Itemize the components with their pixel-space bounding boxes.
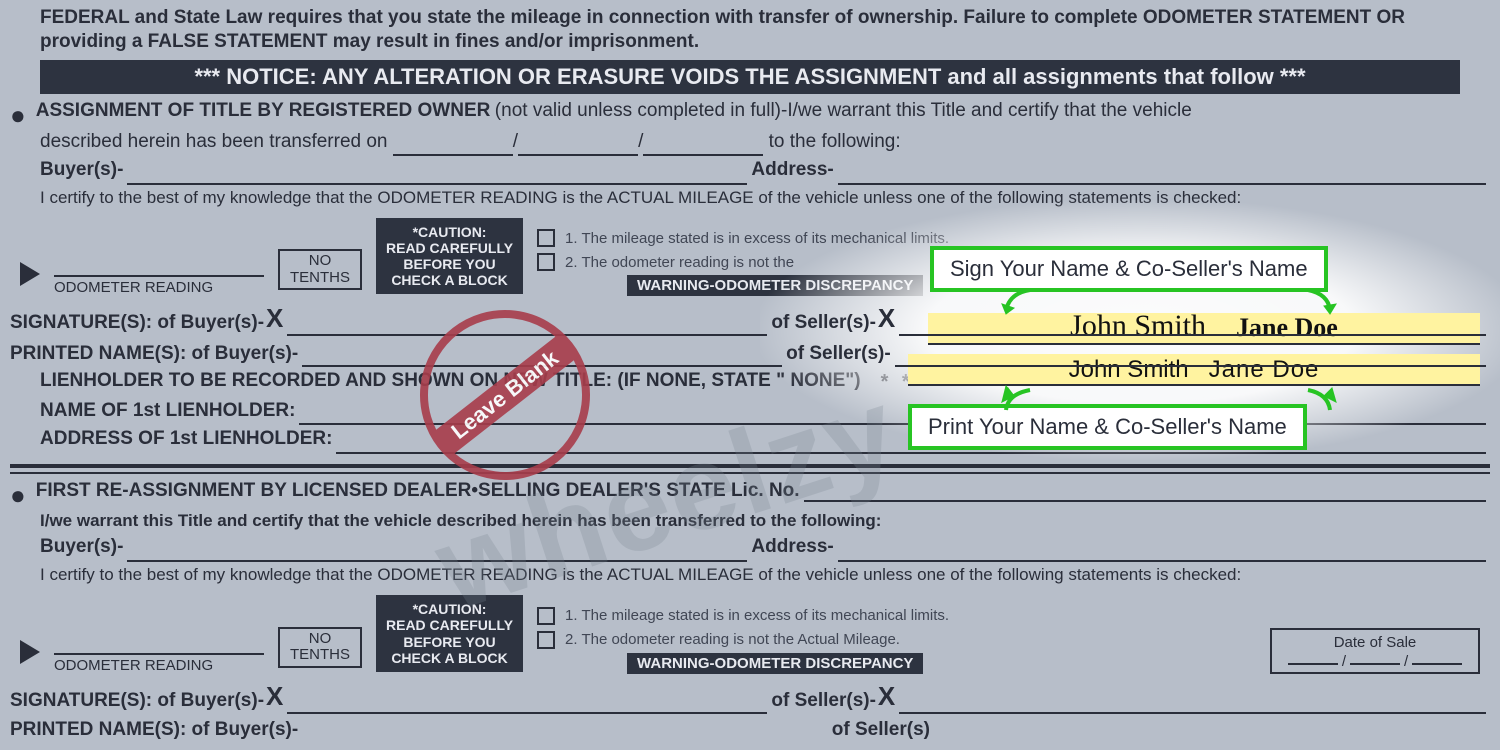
triangle-icon — [20, 640, 40, 664]
buyers-label-2: Buyer(s)- — [40, 533, 123, 562]
divider-thin — [10, 472, 1490, 474]
x-mark: X — [266, 302, 283, 336]
transfer-date-row: described herein has been transferred on… — [10, 128, 1490, 157]
arrow-icon — [1000, 384, 1040, 414]
callout-print: Print Your Name & Co-Seller's Name — [908, 404, 1307, 450]
section2-title2: SELLING DEALER'S STATE Lic. No. — [478, 480, 800, 502]
check2-label-2: 2. The odometer reading is not the Actua… — [565, 631, 900, 648]
checkbox-1a[interactable] — [537, 229, 555, 247]
checkbox-col-2: 1. The mileage stated is in excess of it… — [537, 607, 949, 649]
warning-bar-1: WARNING-ODOMETER DISCREPANCY — [627, 275, 923, 296]
caution-box-1: *CAUTION:READ CAREFULLYBEFORE YOUCHECK A… — [376, 218, 523, 294]
lien-name-label: NAME OF 1st LIENHOLDER: — [40, 397, 295, 426]
sig-sellers-label-2: of Seller(s)- — [771, 689, 876, 714]
arrow-icon — [1300, 288, 1340, 318]
section2-header: ● FIRST RE-ASSIGNMENT BY LICENSED DEALER… — [10, 480, 1490, 508]
date-of-sale-box: Date of Sale // — [1270, 628, 1480, 674]
lien-addr-label: ADDRESS OF 1st LIENHOLDER: — [40, 425, 332, 454]
print-sellers-label-2: of Seller(s) — [832, 718, 930, 743]
odometer-block-2: ODOMETER READING NOTENTHS *CAUTION:READ … — [10, 595, 1490, 673]
print-buyers-label-2: PRINTED NAME(S): of Buyer(s)- — [10, 718, 298, 743]
address-label-1: Address- — [751, 156, 833, 185]
print-sellers-label-1: of Seller(s)- — [786, 342, 891, 367]
lien-intro: LIENHOLDER TO BE RECORDED AND SHOWN ON N… — [40, 367, 861, 397]
address-blank-1 — [838, 164, 1486, 185]
date-blank-2 — [518, 136, 638, 156]
odometer-label-2: ODOMETER READING — [54, 653, 264, 674]
transfer-text-a: described herein has been transferred on — [40, 131, 393, 152]
print-buyers-blank-1 — [302, 346, 782, 367]
sig-buyers-blank-1 — [287, 315, 767, 336]
date-blank-1 — [393, 136, 513, 156]
callout-sign: Sign Your Name & Co-Seller's Name — [930, 246, 1328, 292]
printed-row-1: PRINTED NAME(S): of Buyer(s)- of Seller(… — [10, 342, 1490, 367]
address-blank-2 — [838, 541, 1486, 562]
signature-row-2: SIGNATURE(S): of Buyer(s)-X of Seller(s)… — [10, 680, 1490, 714]
buyer-address-row-1: Buyer(s)- Address- — [10, 156, 1490, 185]
sig-buyers-label-1: SIGNATURE(S): of Buyer(s)- — [10, 311, 264, 336]
arrow-icon — [1000, 288, 1040, 318]
warning-bar-2: WARNING-ODOMETER DISCREPANCY — [627, 653, 923, 674]
buyers-label-1: Buyer(s)- — [40, 156, 123, 185]
triangle-icon — [20, 262, 40, 286]
checkbox-2a[interactable] — [537, 607, 555, 625]
caution-box-2: *CAUTION:READ CAREFULLYBEFORE YOUCHECK A… — [376, 595, 523, 671]
section1-suffix: (not valid unless completed in full)-I/w… — [495, 100, 1192, 121]
buyers-blank-2 — [127, 541, 747, 562]
x-mark: X — [266, 680, 283, 714]
checkbox-2b[interactable] — [537, 631, 555, 649]
buyers-blank-1 — [127, 164, 747, 185]
address-label-2: Address- — [751, 533, 833, 562]
sig-buyers-blank-2 — [287, 693, 767, 714]
x-mark: X — [878, 680, 895, 714]
sig-sellers-blank-1 — [899, 315, 1486, 336]
print-buyers-label-1: PRINTED NAME(S): of Buyer(s)- — [10, 342, 298, 367]
dot: • — [471, 480, 478, 502]
warrant-text-2: I/we warrant this Title and certify that… — [10, 508, 1490, 534]
checkbox-col-1: 1. The mileage stated is in excess of it… — [537, 229, 949, 271]
x-mark: X — [878, 302, 895, 336]
legal-header: FEDERAL and State Law requires that you … — [10, 6, 1490, 54]
transfer-text-b: to the following: — [769, 131, 901, 152]
print-sellers-blank-1 — [895, 346, 1486, 367]
bullet-icon: ● — [10, 482, 26, 508]
check1-label: 1. The mileage stated is in excess of it… — [565, 230, 949, 247]
dealer-lic-blank — [804, 484, 1486, 502]
signature-row-1: SIGNATURE(S): of Buyer(s)-X of Seller(s)… — [10, 302, 1490, 336]
notice-bar: *** NOTICE: ANY ALTERATION OR ERASURE VO… — [40, 60, 1460, 94]
buyer-address-row-2: Buyer(s)- Address- — [10, 533, 1490, 562]
sig-sellers-label-1: of Seller(s)- — [771, 311, 876, 336]
section2-title: FIRST RE-ASSIGNMENT BY LICENSED DEALER — [36, 480, 472, 502]
date-of-sale-label: Date of Sale — [1276, 634, 1474, 651]
check1-label-2: 1. The mileage stated is in excess of it… — [565, 607, 949, 624]
arrow-icon — [1300, 384, 1340, 414]
section1-title: ASSIGNMENT OF TITLE BY REGISTERED OWNER — [36, 100, 491, 121]
sig-buyers-label-2: SIGNATURE(S): of Buyer(s)- — [10, 689, 264, 714]
odometer-label-1: ODOMETER READING — [54, 275, 264, 296]
no-tenths-box-1: NOTENTHS — [278, 249, 362, 290]
check2-label: 2. The odometer reading is not the — [565, 254, 794, 271]
checkbox-1b[interactable] — [537, 253, 555, 271]
printed-row-2: PRINTED NAME(S): of Buyer(s)- of Seller(… — [10, 718, 1490, 743]
no-tenths-box-2: NOTENTHS — [278, 627, 362, 668]
date-blank-3 — [643, 136, 763, 156]
divider-thick — [10, 464, 1490, 468]
section1-header: ● ASSIGNMENT OF TITLE BY REGISTERED OWNE… — [10, 100, 1490, 128]
certify-text-2: I certify to the best of my knowledge th… — [10, 562, 1490, 588]
certify-text-1: I certify to the best of my knowledge th… — [10, 185, 1490, 211]
sig-sellers-blank-2 — [899, 693, 1486, 714]
bullet-icon: ● — [10, 102, 26, 128]
